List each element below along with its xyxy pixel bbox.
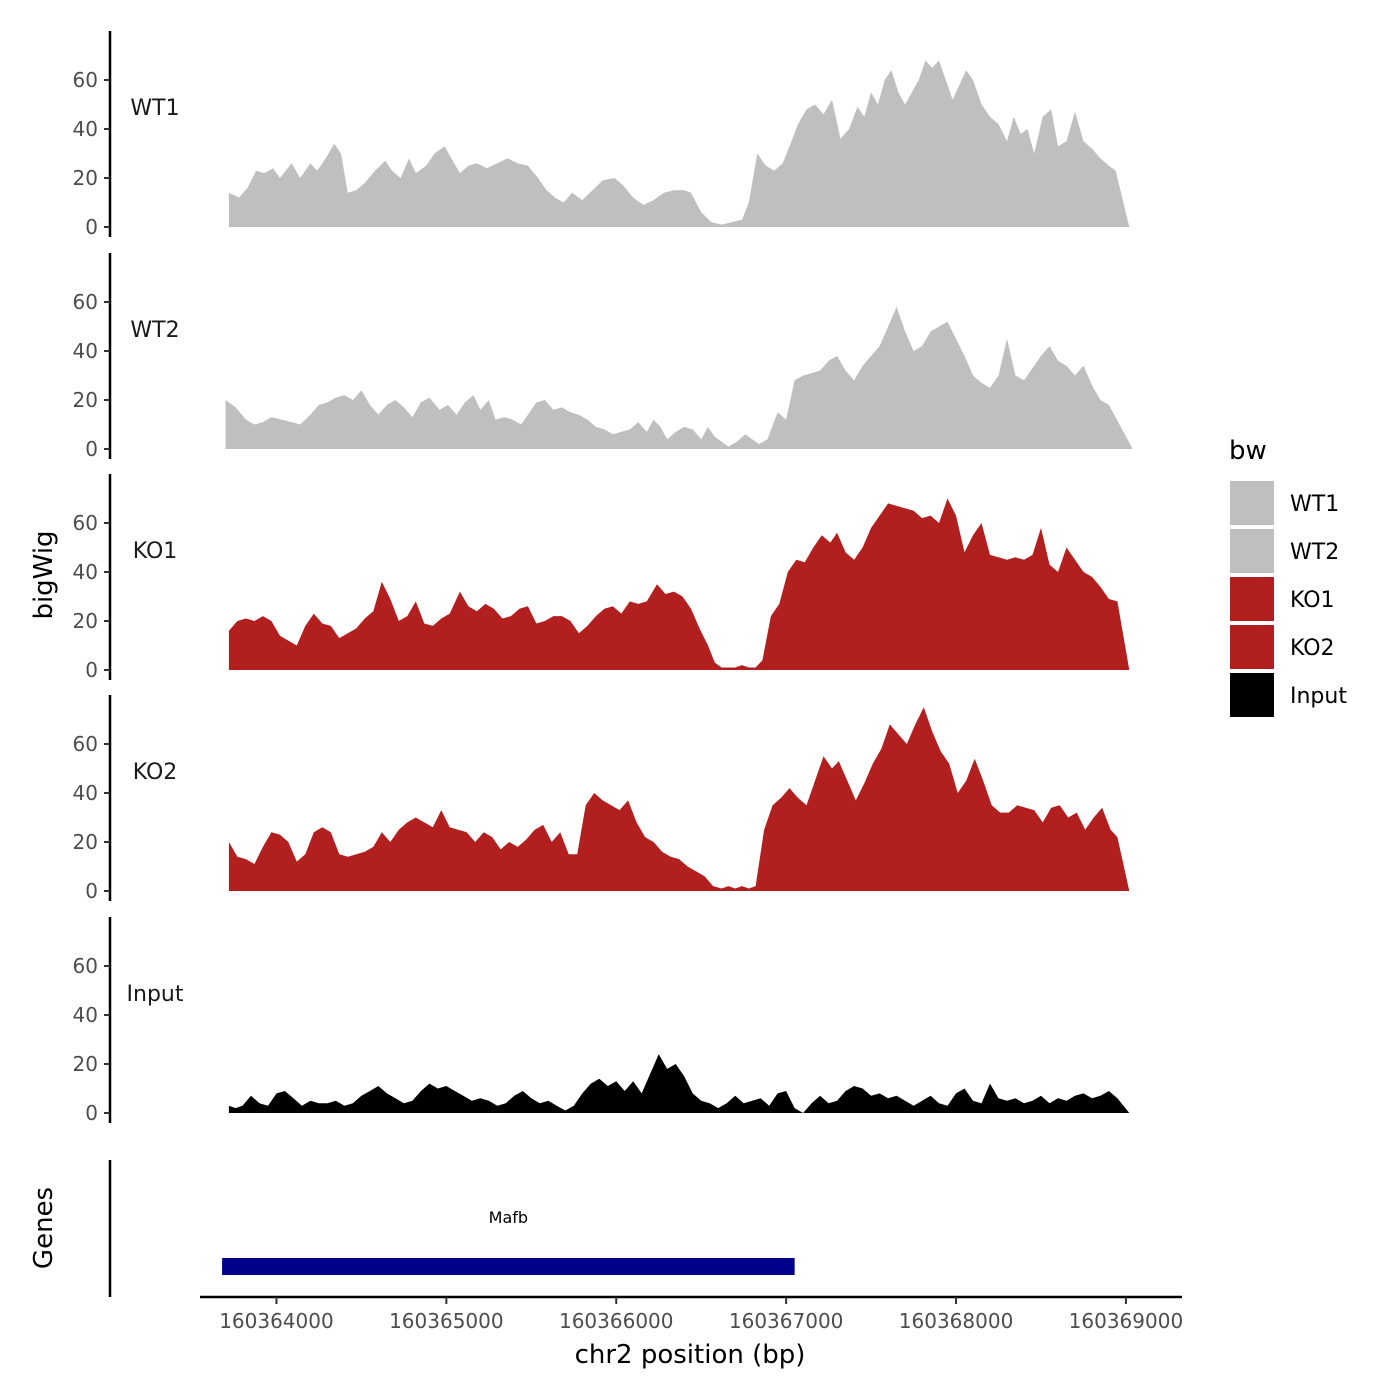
legend-label: KO2 xyxy=(1290,636,1335,661)
legend-swatch xyxy=(1228,575,1276,623)
y-tick-label: 60 xyxy=(73,290,98,314)
gene-track: Genes Mafb xyxy=(29,1160,795,1297)
track-label-input: Input xyxy=(127,982,184,1007)
gene-mafb xyxy=(222,1258,795,1275)
y-tick-label: 20 xyxy=(73,388,98,412)
legend-label: Input xyxy=(1290,684,1347,709)
x-tick-label: 160368000 xyxy=(899,1309,1014,1333)
legend-item-input: Input xyxy=(1228,671,1347,719)
x-axis: 160364000 160365000 160366000 160367000 1603… xyxy=(200,1295,1184,1333)
legend-swatch xyxy=(1228,479,1276,527)
track-wt2: 0 20 40 60 WT2 xyxy=(73,253,1133,461)
y-tick-label: 0 xyxy=(85,1101,98,1125)
area-input xyxy=(228,1054,1130,1113)
track-label-wt2: WT2 xyxy=(130,318,179,343)
gene-track-title: Genes xyxy=(29,1187,59,1269)
area-ko1 xyxy=(228,498,1130,670)
legend-label: WT1 xyxy=(1290,492,1339,517)
y-tick-label: 20 xyxy=(73,166,98,190)
x-tick-label: 160366000 xyxy=(559,1309,674,1333)
legend-swatch xyxy=(1228,623,1276,671)
track-input: 0 20 40 60 Input xyxy=(73,917,1130,1125)
y-axis-title: bigWig xyxy=(29,530,59,619)
x-tick-label: 160364000 xyxy=(219,1309,334,1333)
x-tick-label: 160365000 xyxy=(389,1309,504,1333)
area-wt2 xyxy=(225,306,1133,449)
track-label-wt1: WT1 xyxy=(130,96,179,121)
legend-item-ko2: KO2 xyxy=(1228,623,1335,671)
legend-item-wt2: WT2 xyxy=(1228,527,1339,575)
x-axis-title: chr2 position (bp) xyxy=(575,1340,806,1370)
track-wt1: 0 20 40 60 WT1 xyxy=(73,31,1130,239)
gene-label-mafb: Mafb xyxy=(489,1208,528,1227)
legend-title: bw xyxy=(1229,436,1267,466)
track-label-ko2: KO2 xyxy=(133,760,178,785)
y-tick-label: 40 xyxy=(73,1003,98,1027)
y-tick-label: 0 xyxy=(85,879,98,903)
track-ko1: 0 20 40 60 KO1 xyxy=(73,474,1130,682)
y-tick-label: 0 xyxy=(85,215,98,239)
legend: bw WT1 WT2 KO1 KO2 Input xyxy=(1228,436,1347,719)
y-tick-label: 20 xyxy=(73,830,98,854)
legend-label: KO1 xyxy=(1290,588,1335,613)
area-wt1 xyxy=(228,60,1130,228)
signal-tracks: 0 20 40 60 WT1 0 20 40 60 WT2 0 20 40 60 KO1 0 20 40 60 KO2… xyxy=(73,31,1133,1125)
y-tick-label: 20 xyxy=(73,1052,98,1076)
y-tick-label: 60 xyxy=(73,954,98,978)
y-tick-label: 60 xyxy=(73,511,98,535)
legend-label: WT2 xyxy=(1290,540,1339,565)
y-tick-label: 40 xyxy=(73,117,98,141)
legend-swatch xyxy=(1228,527,1276,575)
y-tick-label: 20 xyxy=(73,609,98,633)
legend-item-wt1: WT1 xyxy=(1228,479,1339,527)
legend-item-ko1: KO1 xyxy=(1228,575,1335,623)
y-tick-label: 40 xyxy=(73,339,98,363)
y-tick-label: 40 xyxy=(73,781,98,805)
y-tick-label: 0 xyxy=(85,437,98,461)
area-ko2 xyxy=(228,707,1130,891)
y-tick-label: 60 xyxy=(73,732,98,756)
x-tick-label: 160369000 xyxy=(1069,1309,1184,1333)
y-tick-label: 60 xyxy=(73,68,98,92)
y-tick-label: 0 xyxy=(85,658,98,682)
y-tick-label: 40 xyxy=(73,560,98,584)
legend-swatch xyxy=(1228,671,1276,719)
track-label-ko1: KO1 xyxy=(133,539,178,564)
x-tick-label: 160367000 xyxy=(729,1309,844,1333)
track-ko2: 0 20 40 60 KO2 xyxy=(73,695,1130,903)
